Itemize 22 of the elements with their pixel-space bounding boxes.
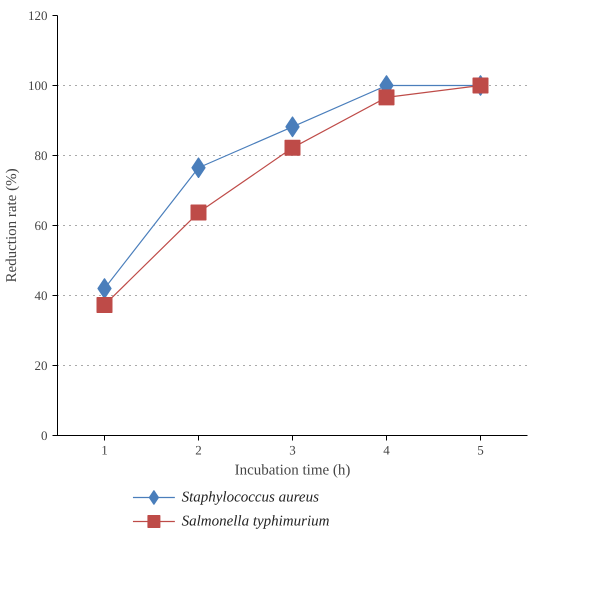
x-tick-label: 3 (289, 442, 296, 458)
y-tick-label: 100 (28, 78, 48, 93)
x-tick-label: 1 (101, 442, 108, 458)
y-tick-label: 120 (28, 8, 48, 23)
y-tick-label: 0 (41, 428, 48, 443)
y-tick-label: 60 (34, 218, 48, 233)
x-tick-label: 2 (195, 442, 202, 458)
x-tick-label: 5 (477, 442, 484, 458)
y-tick-label: 20 (34, 358, 48, 373)
y-tick-label: 40 (34, 288, 48, 303)
point (190, 204, 206, 221)
y-tick-label: 80 (34, 148, 48, 163)
y-axis-title: Reduction rate (%) (4, 168, 20, 283)
legend-label: Staphylococcus aureus (182, 490, 320, 506)
x-tick-label: 4 (383, 442, 390, 458)
point (472, 78, 488, 94)
point (284, 140, 300, 156)
x-axis-title: Incubation time (h) (234, 462, 350, 478)
legend-label: Salmonella typhimurium (182, 514, 330, 530)
point (97, 278, 112, 299)
point (378, 89, 394, 106)
point (96, 296, 112, 313)
